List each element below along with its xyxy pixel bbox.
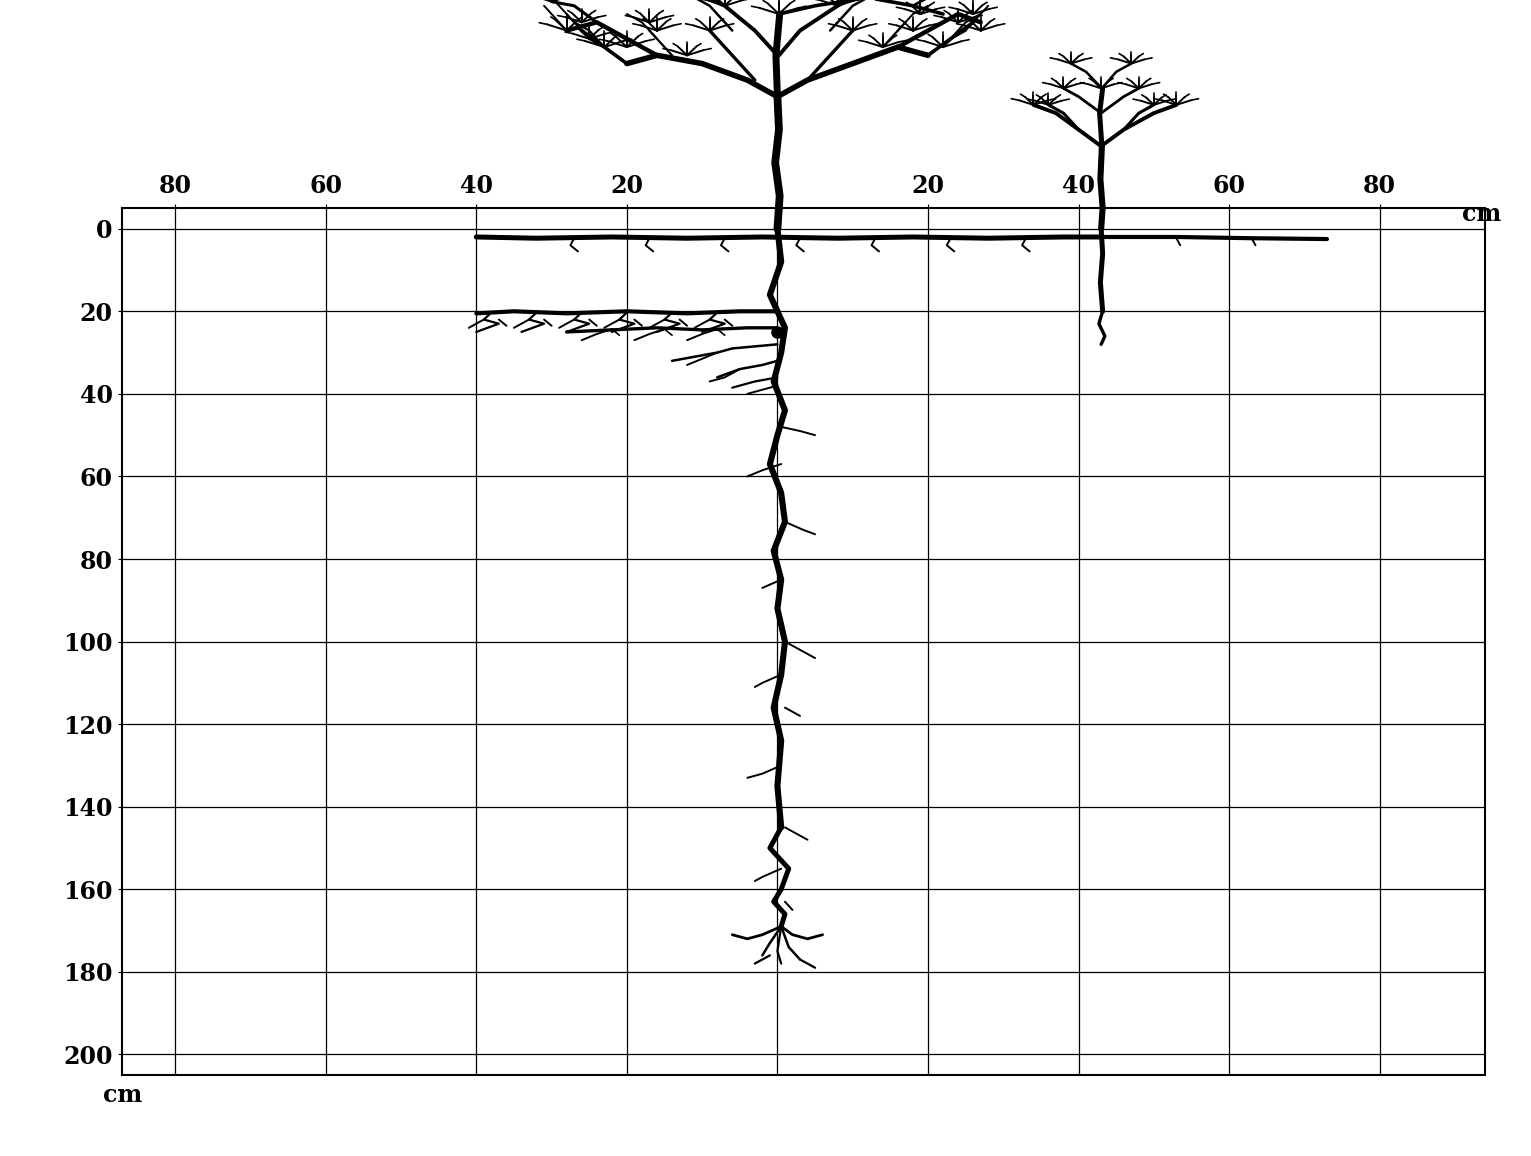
- Text: cm: cm: [103, 1083, 142, 1107]
- Text: cm: cm: [1462, 202, 1502, 227]
